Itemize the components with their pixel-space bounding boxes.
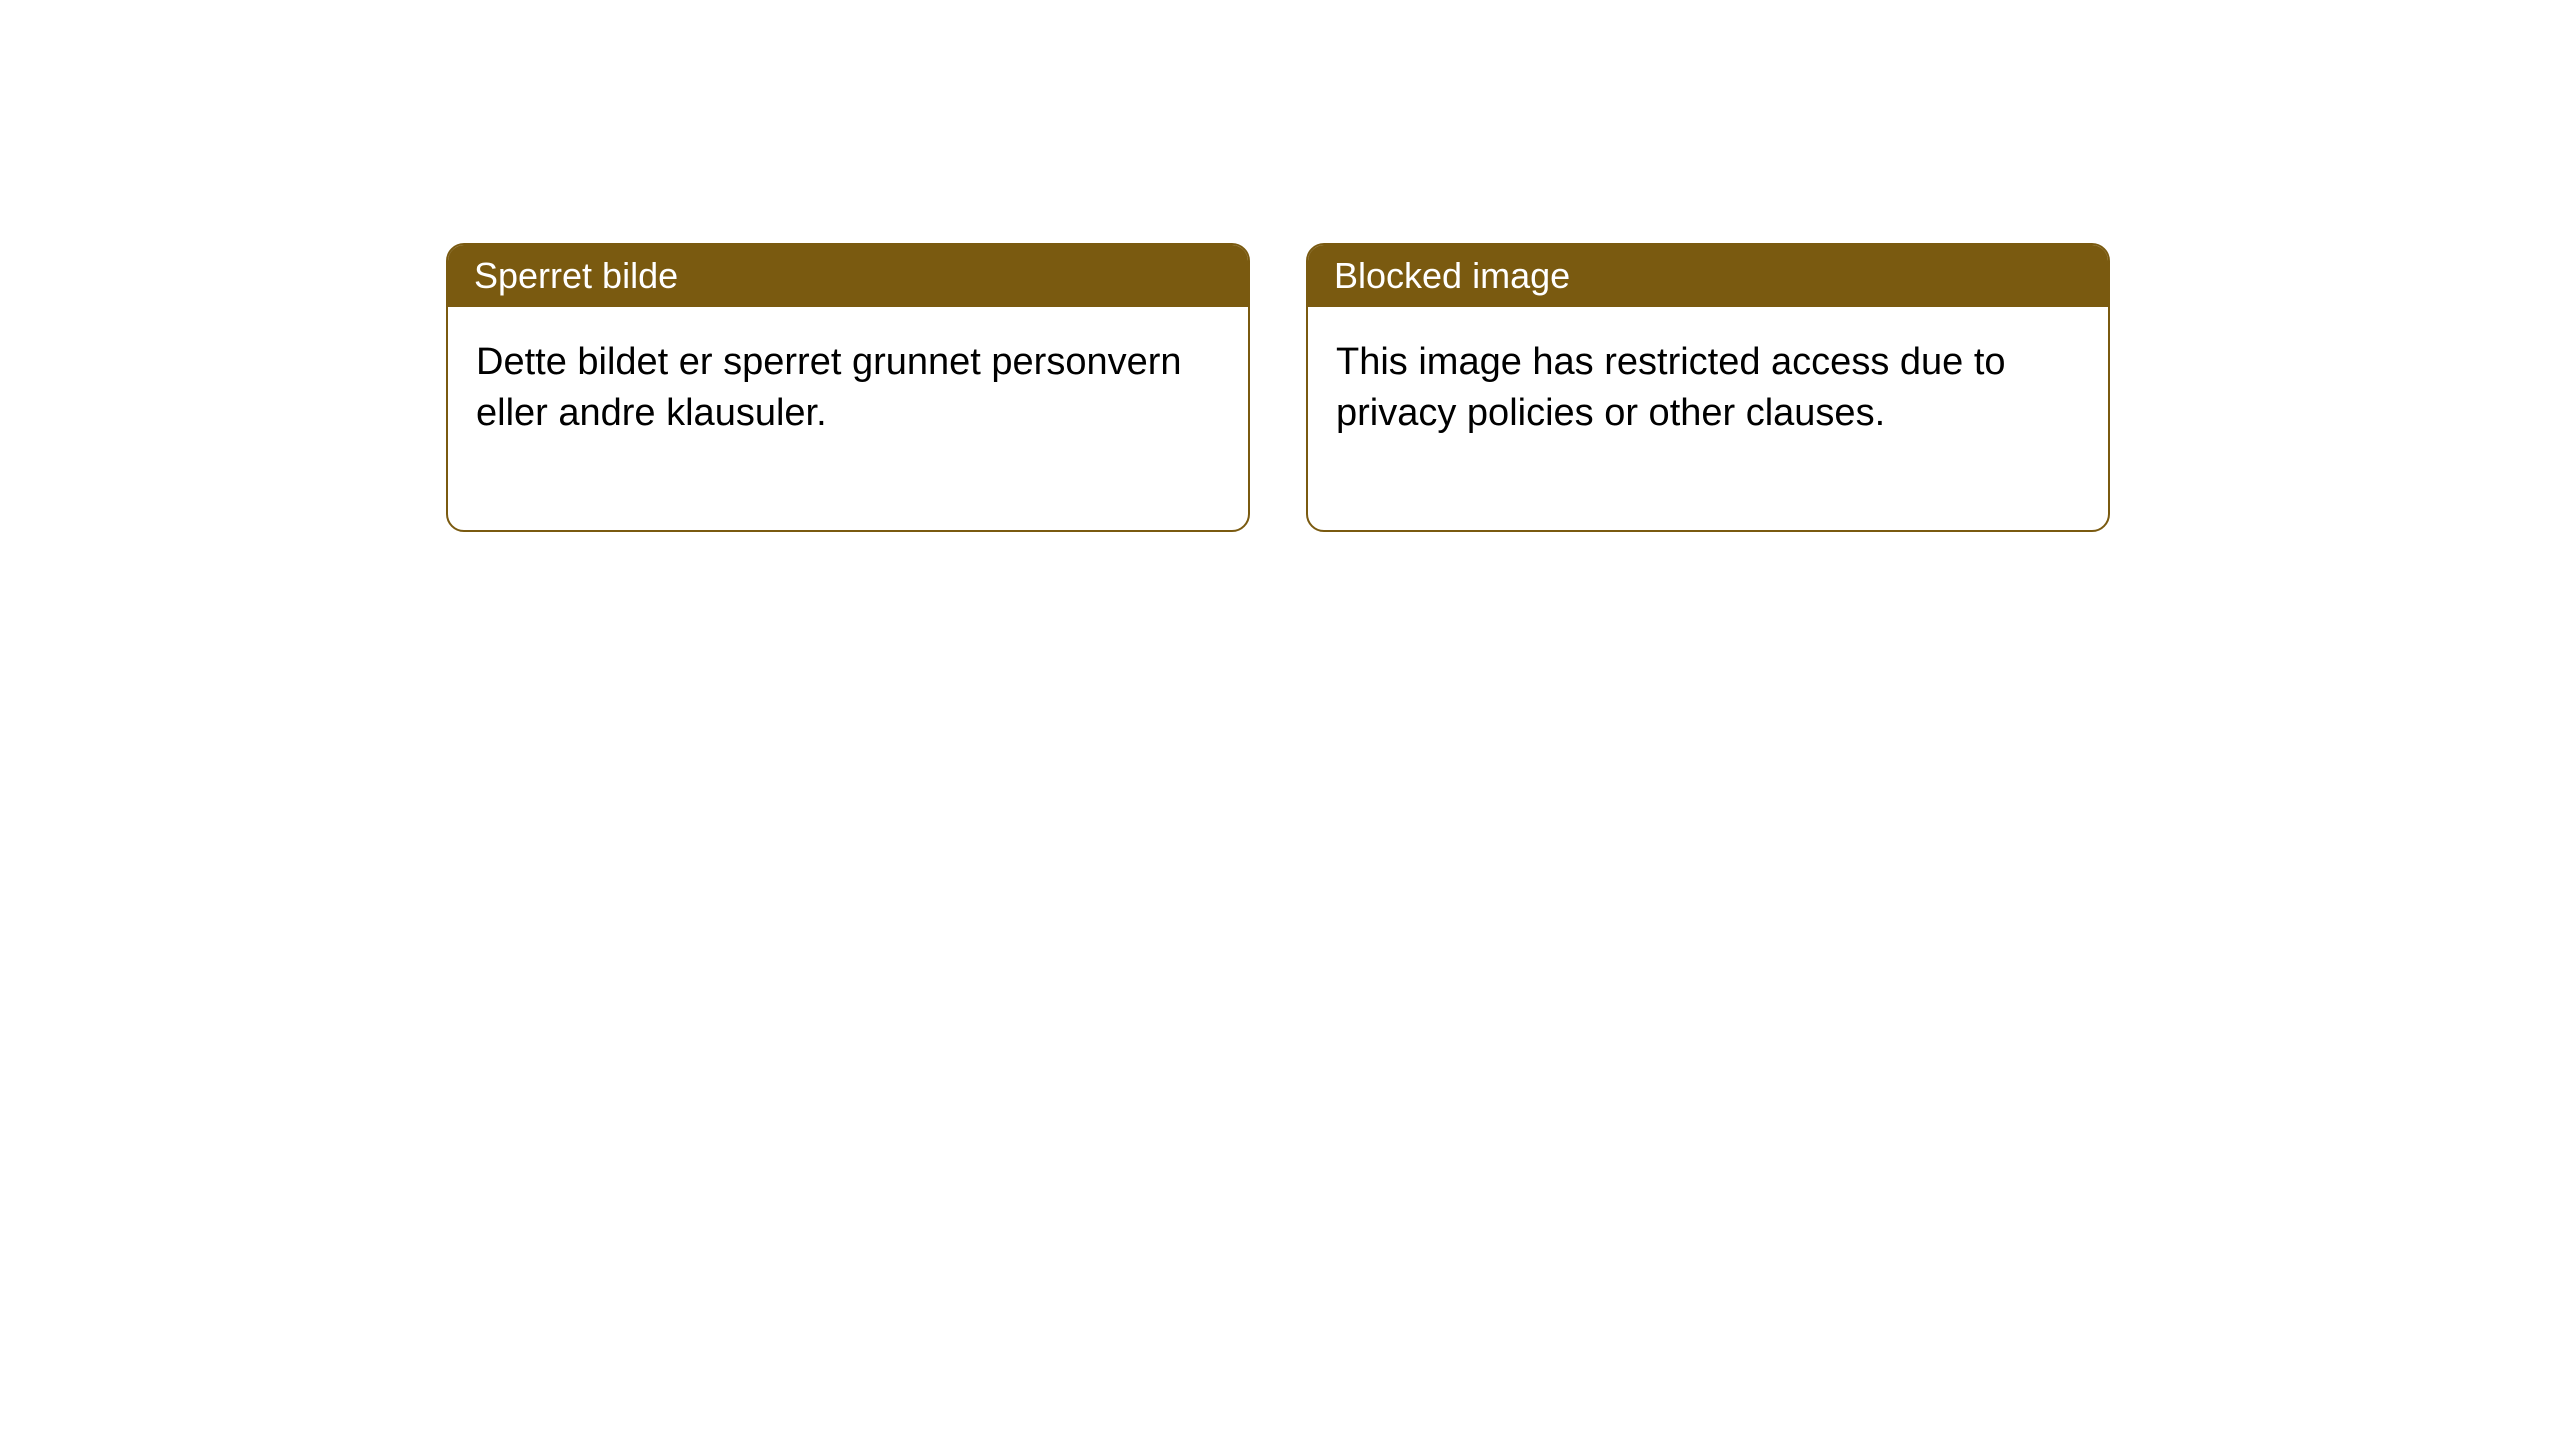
notice-body-text: Dette bildet er sperret grunnet personve… [448, 307, 1248, 530]
notices-container: Sperret bilde Dette bildet er sperret gr… [0, 0, 2560, 532]
notice-box-english: Blocked image This image has restricted … [1306, 243, 2110, 532]
notice-header-title: Sperret bilde [448, 245, 1248, 307]
notice-body-text: This image has restricted access due to … [1308, 307, 2108, 530]
notice-box-norwegian: Sperret bilde Dette bildet er sperret gr… [446, 243, 1250, 532]
notice-header-title: Blocked image [1308, 245, 2108, 307]
